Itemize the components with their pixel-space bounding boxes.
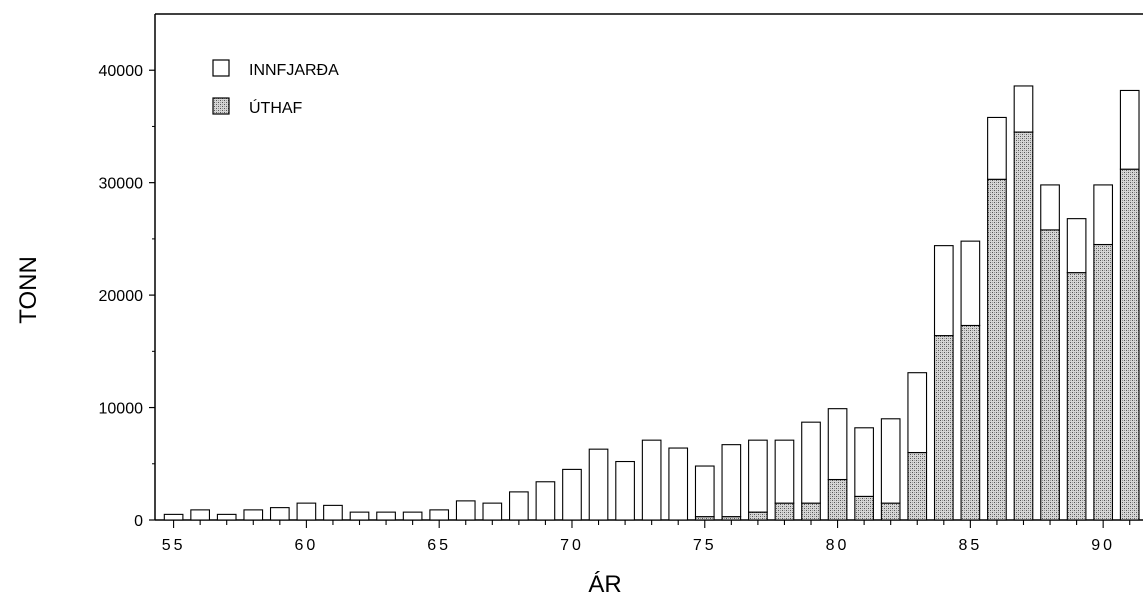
- bar-uthaf-89: [1066, 272, 1087, 521]
- bar-innfjarda-83: [907, 372, 928, 454]
- bars-group: [163, 85, 1140, 521]
- x-tick-label: 60: [294, 537, 318, 554]
- bar-innfjarda-77: [748, 439, 768, 513]
- bar-uthaf-79: [801, 502, 821, 521]
- legend-label-uthaf: ÚTHAF: [249, 98, 303, 117]
- y-axis-title: TONN: [15, 256, 42, 324]
- bar-innfjarda-73: [641, 439, 662, 521]
- bar-innfjarda-72: [615, 460, 635, 521]
- x-tick-label: 75: [693, 537, 717, 554]
- bar-uthaf-77: [748, 511, 768, 521]
- bar-innfjarda-81: [854, 427, 874, 497]
- bar-uthaf-87: [1013, 131, 1034, 521]
- bar-innfjarda-58: [243, 509, 264, 521]
- bar-innfjarda-76: [721, 444, 742, 518]
- y-tick-label: 30000: [99, 176, 144, 193]
- y-ticks-group: 0 10000 20000 30000 40000: [99, 63, 155, 530]
- bar-innfjarda-82: [880, 418, 901, 504]
- bar-innfjarda-84: [933, 245, 954, 337]
- bar-innfjarda-78: [774, 439, 795, 504]
- bar-innfjarda-89: [1066, 218, 1087, 274]
- y-tick-label: 10000: [99, 401, 144, 418]
- bar-innfjarda-64: [402, 511, 423, 521]
- bar-innfjarda-91: [1119, 89, 1140, 170]
- bar-innfjarda-65: [429, 509, 450, 521]
- bar-uthaf-85: [960, 324, 981, 521]
- bar-innfjarda-80: [827, 408, 848, 481]
- x-tick-label: 70: [560, 537, 584, 554]
- x-tick-label: 85: [958, 537, 982, 554]
- bar-innfjarda-86: [987, 116, 1007, 180]
- x-tick-label: 80: [826, 537, 850, 554]
- legend: INNFJARÐA ÚTHAF: [212, 59, 339, 117]
- bar-innfjarda-67: [482, 502, 503, 521]
- bar-innfjarda-90: [1093, 184, 1114, 246]
- legend-swatch-innfjarda: [212, 59, 230, 77]
- bar-innfjarda-56: [190, 509, 210, 521]
- bar-uthaf-86: [987, 178, 1007, 521]
- x-axis-title: ÁR: [588, 571, 621, 598]
- x-tick-label: 55: [162, 537, 186, 554]
- bar-uthaf-81: [854, 495, 874, 521]
- bar-innfjarda-57: [216, 513, 237, 521]
- bar-innfjarda-71: [588, 448, 609, 521]
- y-tick-label: 20000: [99, 288, 144, 305]
- bar-innfjarda-55: [163, 513, 184, 521]
- legend-swatch-uthaf: [212, 97, 230, 115]
- bar-uthaf-83: [907, 451, 928, 521]
- legend-label-innfjarda: INNFJARÐA: [249, 62, 339, 79]
- bar-innfjarda-85: [960, 240, 981, 327]
- bar-innfjarda-88: [1040, 184, 1060, 231]
- bar-innfjarda-66: [455, 500, 476, 521]
- bar-uthaf-84: [933, 335, 954, 521]
- bar-innfjarda-75: [694, 465, 715, 518]
- bar-innfjarda-70: [562, 468, 582, 521]
- bar-uthaf-80: [827, 478, 848, 521]
- bar-innfjarda-60: [296, 502, 317, 521]
- x-tick-label: 90: [1091, 537, 1115, 554]
- bar-innfjarda-59: [269, 507, 290, 521]
- x-tick-label: 65: [427, 537, 451, 554]
- bar-innfjarda-69: [535, 481, 556, 521]
- y-tick-label: 0: [134, 513, 143, 530]
- bar-uthaf-91: [1119, 168, 1140, 521]
- bar-uthaf-78: [774, 502, 795, 521]
- bar-innfjarda-62: [349, 511, 370, 521]
- x-ticks-group: 55 60 65 70 75 80 85 90: [162, 520, 1131, 554]
- bar-innfjarda-63: [376, 511, 396, 521]
- bar-innfjarda-87: [1013, 85, 1034, 133]
- bar-uthaf-88: [1040, 229, 1060, 521]
- bar-uthaf-90: [1093, 243, 1114, 521]
- bar-innfjarda-68: [509, 491, 529, 521]
- bar-innfjarda-74: [668, 447, 689, 521]
- bar-innfjarda-79: [801, 421, 821, 504]
- bar-innfjarda-61: [323, 504, 343, 521]
- bar-uthaf-82: [880, 502, 901, 521]
- y-tick-label: 40000: [99, 63, 144, 80]
